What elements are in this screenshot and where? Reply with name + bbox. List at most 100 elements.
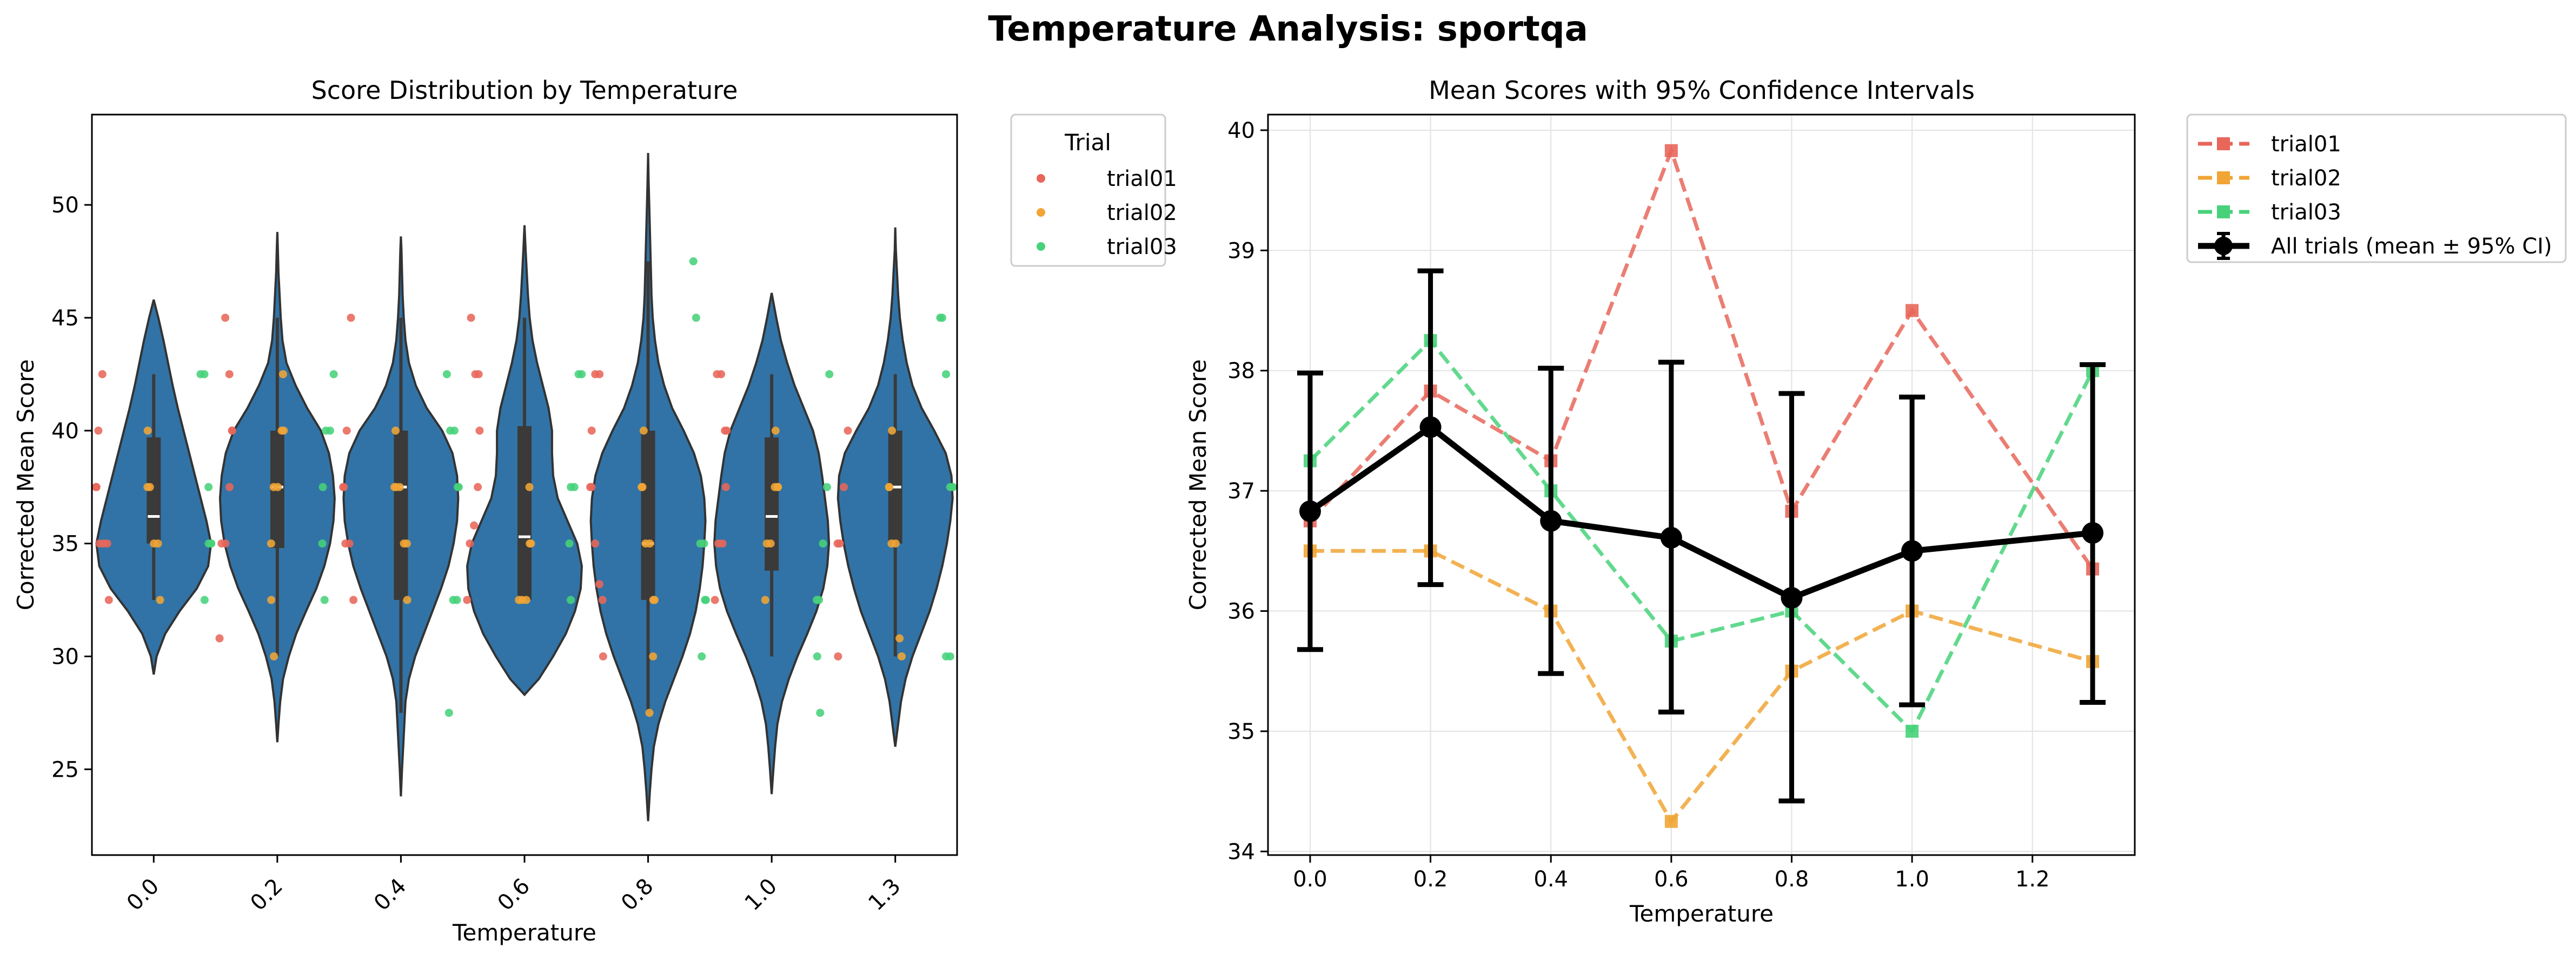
line-y-tick-label: 34	[1227, 839, 1255, 864]
violin-legend-box	[1010, 114, 1166, 267]
all-trials-mean-marker	[1781, 587, 1803, 609]
violin-y-tick-label: 25	[51, 757, 79, 782]
line-x-axis-label: Temperature	[1629, 900, 1774, 927]
strip-point-trial02	[891, 539, 900, 548]
strip-point-trial02	[898, 652, 906, 660]
line-x-tick-label: 0.4	[1533, 867, 1568, 892]
series-line-trial02	[1310, 549, 2094, 825]
strip-point-trial02	[646, 539, 654, 548]
violin-iqr-box	[641, 430, 655, 600]
strip-point-trial02	[403, 596, 411, 604]
line-y-tick-label: 35	[1227, 719, 1255, 744]
strip-point-trial03	[698, 652, 706, 660]
strip-point-trial02	[525, 483, 534, 491]
strip-point-trial02	[143, 426, 152, 435]
strip-point-trial03	[574, 370, 583, 378]
violin-y-tick-label: 35	[51, 532, 79, 557]
line-x-tick-label: 0.2	[1413, 867, 1448, 892]
strip-point-trial02	[761, 596, 769, 604]
strip-point-trial02	[771, 426, 780, 435]
series-marker-trial01	[1664, 144, 1678, 157]
strip-point-trial01	[595, 580, 603, 589]
legend-marker-trial02	[2217, 171, 2230, 184]
strip-point-trial01	[470, 521, 479, 530]
strip-point-trial03	[322, 426, 330, 435]
strip-point-trial02	[638, 483, 647, 491]
strip-point-trial03	[454, 483, 463, 491]
strip-point-trial01	[834, 652, 842, 660]
line-x-tick-label: 0.6	[1654, 867, 1689, 892]
line-y-tick-label: 40	[1227, 118, 1255, 143]
strip-point-trial01	[840, 483, 848, 491]
strip-point-trial02	[145, 483, 154, 491]
legend-marker-trial03	[1037, 242, 1045, 251]
strip-point-trial01	[345, 539, 354, 548]
violin-iqr-box	[517, 426, 532, 600]
strip-point-trial02	[391, 426, 400, 435]
line-chart-title: Mean Scores with 95% Confidence Interval…	[1429, 76, 1975, 105]
strip-point-trial01	[463, 596, 472, 604]
figure-title: Temperature Analysis: sportqa	[988, 9, 1588, 49]
violin-x-tick-label: 1.0	[740, 874, 782, 916]
strip-point-trial03	[825, 370, 834, 378]
line-x-tick-label: 0.0	[1293, 867, 1327, 892]
line-x-tick-label: 0.8	[1775, 867, 1809, 892]
strip-point-trial03	[442, 370, 451, 378]
series-marker-trial01	[1906, 304, 1919, 317]
strip-point-trial01	[349, 596, 358, 604]
strip-point-trial03	[318, 539, 327, 548]
strip-point-trial02	[888, 426, 897, 435]
strip-point-trial03	[816, 709, 825, 717]
strip-point-trial01	[474, 370, 483, 378]
strip-point-trial01	[587, 483, 596, 491]
strip-point-trial01	[217, 539, 226, 548]
line-y-tick-label: 39	[1227, 238, 1255, 263]
line-legend-label-trial01: trial01	[2271, 132, 2341, 157]
line-legend-label-trial03: trial03	[2271, 200, 2341, 225]
strip-point-trial02	[269, 483, 278, 491]
violin-x-tick-label: 0.2	[245, 874, 288, 916]
line-y-tick-label: 38	[1227, 359, 1255, 384]
all-trials-mean-marker	[1660, 526, 1682, 549]
strip-point-trial03	[565, 539, 574, 548]
strip-point-trial03	[329, 370, 338, 378]
line-y-axis-label: Corrected Mean Score	[1185, 359, 1211, 611]
violin-y-tick-label: 30	[51, 644, 79, 669]
strip-point-trial03	[812, 596, 821, 604]
strip-point-trial03	[813, 652, 821, 660]
violin-x-tick-label: 0.8	[616, 874, 659, 916]
violin-x-tick-label: 1.3	[864, 874, 906, 916]
strip-point-trial01	[215, 634, 224, 643]
strip-point-trial01	[833, 539, 842, 548]
strip-point-trial03	[819, 539, 827, 548]
violin-legend-label-trial03: trial03	[1107, 235, 1177, 259]
strip-point-trial02	[645, 709, 654, 717]
strip-point-trial01	[104, 596, 113, 604]
strip-point-trial02	[526, 539, 534, 548]
violin-iqr-box	[765, 437, 779, 571]
strip-point-trial03	[200, 370, 209, 378]
strip-point-trial01	[722, 426, 731, 435]
strip-point-trial02	[267, 596, 276, 604]
strip-point-trial02	[771, 483, 779, 491]
violin-x-tick-label: 0.6	[493, 874, 535, 916]
violin-chart-title: Score Distribution by Temperature	[311, 76, 738, 105]
strip-point-trial03	[449, 596, 457, 604]
legend-marker-trial02	[1037, 208, 1045, 217]
all-trials-mean-marker	[1419, 416, 1442, 438]
strip-point-trial01	[714, 539, 722, 548]
strip-point-trial02	[639, 426, 648, 435]
strip-point-trial03	[200, 596, 209, 604]
strip-point-trial01	[717, 370, 726, 378]
strip-point-trial02	[278, 370, 287, 378]
violin-chart: Score Distribution by Temperature 25 30 35…	[12, 76, 1177, 946]
violin-y-axis-label: Corrected Mean Score	[12, 359, 39, 611]
violin-legend: Trial trial01 trial02 trial03	[1010, 114, 1177, 267]
series-line-trial01	[1309, 145, 2094, 570]
line-x-tick-label: 1.2	[2015, 867, 2050, 892]
strip-point-trial01	[98, 370, 107, 378]
strip-point-trial03	[320, 596, 329, 604]
strip-point-trial02	[154, 539, 162, 548]
strip-point-trial03	[938, 313, 946, 322]
